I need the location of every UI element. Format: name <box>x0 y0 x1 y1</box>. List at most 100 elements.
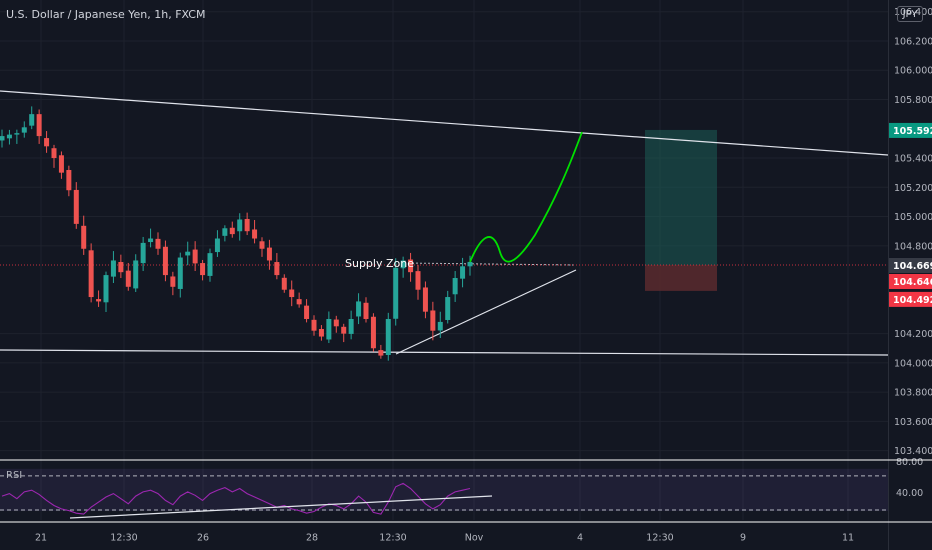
candle-body <box>333 319 339 327</box>
candle-body <box>155 238 161 249</box>
candle-body <box>281 277 287 290</box>
y-tick-label: 103.600 <box>894 417 932 428</box>
price-tag <box>889 122 932 138</box>
candle-body <box>177 257 183 289</box>
price-tag-label: 104.669 <box>893 261 932 272</box>
candle-body <box>318 328 324 337</box>
candles <box>0 106 473 361</box>
candle-body <box>408 259 414 273</box>
candle-body <box>21 127 27 133</box>
rsi-tick-label: 40.00 <box>896 488 923 499</box>
candle-body <box>244 218 250 232</box>
stop-zone <box>645 264 717 291</box>
candle-body <box>200 263 206 276</box>
candle-body <box>73 189 79 224</box>
candle-body <box>66 169 72 191</box>
candle-body <box>370 316 376 349</box>
x-tick-label: 12:30 <box>110 533 137 544</box>
candle-body <box>29 114 35 126</box>
x-tick-label: 28 <box>306 533 318 544</box>
chart-title: U.S. Dollar / Japanese Yen, 1h, FXCM <box>6 8 206 21</box>
rsi-tick-label: 80.00 <box>896 457 923 468</box>
candle-body <box>422 287 428 312</box>
candle-body <box>252 229 258 239</box>
y-tick-label: 105.200 <box>894 183 932 194</box>
candle-body <box>274 262 280 276</box>
candle-body <box>415 271 421 290</box>
candle-body <box>162 246 168 276</box>
candle-body <box>445 297 451 320</box>
projection-curve <box>469 131 583 263</box>
candle-body <box>400 260 406 269</box>
currency-button[interactable]: JPY <box>897 6 923 22</box>
candle-body <box>229 227 235 235</box>
candle-body <box>14 133 20 135</box>
candle-body <box>110 260 116 277</box>
projection-path <box>469 131 583 263</box>
y-tick-label: 105.400 <box>894 154 932 165</box>
candle-body <box>118 262 124 273</box>
y-tick-label: 103.800 <box>894 388 932 399</box>
candle-body <box>185 251 191 256</box>
candle-body <box>125 270 131 287</box>
price-tag <box>889 257 932 273</box>
y-tick-label: 106.000 <box>894 66 932 77</box>
candle-body <box>237 219 243 232</box>
x-tick-label: 4 <box>577 533 583 544</box>
price-tag-label: 105.592 <box>893 126 932 137</box>
candle-body <box>259 241 265 249</box>
rising-support-line <box>395 269 577 355</box>
position-zones <box>645 129 717 291</box>
candle-body <box>326 318 332 340</box>
y-tick-label: 105.000 <box>894 212 932 223</box>
candle-body <box>140 242 146 264</box>
candle-body <box>148 238 154 243</box>
candle-body <box>192 249 198 264</box>
rsi-line <box>1 482 471 515</box>
y-tick-label: 103.400 <box>894 446 932 457</box>
lower-trendline <box>0 349 889 356</box>
x-tick-label: 9 <box>740 533 746 544</box>
candle-body <box>311 319 317 331</box>
candle-body <box>348 318 354 334</box>
candle-body <box>36 114 42 137</box>
candle-body <box>222 228 228 236</box>
candle-body <box>296 299 302 305</box>
candle-body <box>103 275 109 303</box>
candle-body <box>88 250 94 298</box>
candle-body <box>437 321 443 331</box>
rsi-band <box>0 468 888 511</box>
candle-body <box>266 247 272 261</box>
candle-body <box>81 225 87 249</box>
candle-body <box>385 318 391 355</box>
candle-body <box>0 136 5 141</box>
trendlines <box>0 90 889 356</box>
y-tick-label: 104.200 <box>894 329 932 340</box>
price-tag <box>889 273 932 289</box>
candle-body <box>363 302 369 319</box>
rsi-label: RSI <box>6 470 23 481</box>
candle-body <box>96 299 102 302</box>
x-tick-label: 26 <box>197 533 209 544</box>
candle-body <box>467 261 473 267</box>
candle-body <box>460 266 466 279</box>
candle-body <box>393 267 399 319</box>
candle-body <box>356 301 362 317</box>
rsi-divergence-line <box>69 495 493 519</box>
y-tick-label: 106.400 <box>894 7 932 18</box>
y-tick-label: 104.000 <box>894 358 932 369</box>
candle-body <box>58 155 64 173</box>
grid <box>0 0 888 520</box>
target-zone <box>645 129 717 265</box>
candle-body <box>341 326 347 334</box>
y-tick-label: 105.800 <box>894 95 932 106</box>
candle-body <box>452 278 458 295</box>
price-tag-label: 104.646 <box>893 277 932 288</box>
x-tick-label: 12:30 <box>646 533 673 544</box>
rsi-panel: 80.00 40.00 <box>0 457 923 519</box>
x-tick-label: 12:30 <box>379 533 406 544</box>
price-tag-label: 104.492 <box>893 295 932 306</box>
candle-body <box>207 253 213 276</box>
candle-body <box>214 238 220 253</box>
